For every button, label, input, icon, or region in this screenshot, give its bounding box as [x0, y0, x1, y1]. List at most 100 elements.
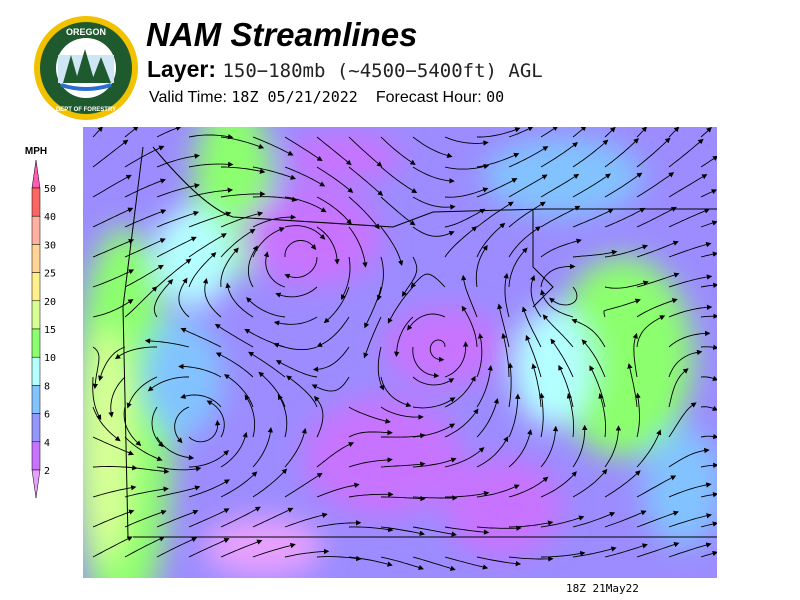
streamline [380, 556, 424, 570]
streamline [412, 136, 453, 158]
streamline [700, 220, 717, 228]
streamline [188, 161, 234, 168]
streamline [540, 127, 559, 138]
streamline [476, 556, 522, 567]
streamline [220, 136, 265, 149]
forecast-hour-value: 00 [486, 88, 505, 106]
svg-text:OREGON: OREGON [66, 27, 106, 37]
streamline [550, 338, 574, 378]
streamline [531, 363, 542, 408]
streamline [252, 166, 297, 180]
streamline [223, 374, 254, 408]
streamline [348, 226, 368, 268]
streamline [380, 196, 416, 226]
streamline [284, 256, 318, 279]
streamline [521, 306, 542, 348]
streamline [636, 429, 662, 468]
streamline [286, 375, 318, 408]
streamline [380, 226, 404, 267]
streamline [273, 316, 318, 326]
streamline [541, 550, 586, 558]
streamline [124, 209, 167, 228]
streamline [668, 368, 689, 408]
streamline [635, 392, 641, 438]
streamline [540, 238, 582, 258]
legend-label: 20 [44, 297, 56, 308]
legend-label: 6 [44, 410, 50, 421]
streamline [525, 334, 542, 378]
streamline [124, 486, 169, 498]
legend-label: 8 [44, 381, 50, 392]
streamline [206, 400, 225, 438]
streamline [572, 249, 618, 258]
streamline [476, 178, 518, 198]
streamline [700, 462, 717, 468]
streamline [632, 332, 638, 378]
streamline [92, 174, 132, 198]
streamline [412, 495, 458, 501]
streamline [444, 526, 490, 535]
streamline [444, 136, 489, 146]
legend-label: 50 [44, 184, 56, 195]
streamline [558, 364, 574, 408]
streamline [364, 286, 382, 329]
streamline [581, 339, 606, 378]
streamline [476, 397, 499, 438]
streamline [412, 196, 456, 210]
streamline [540, 173, 580, 198]
legend-swatch [31, 244, 41, 273]
streamline [252, 427, 274, 468]
streamline [363, 316, 382, 359]
streamline [263, 251, 286, 288]
streamline [188, 133, 234, 140]
streamline [444, 208, 486, 228]
streamline [323, 286, 350, 324]
streamline [92, 127, 104, 138]
streamline [508, 226, 541, 258]
streamline [316, 166, 354, 194]
streamline [530, 274, 542, 318]
streamline [604, 280, 649, 289]
streamline [114, 346, 157, 360]
streamline [316, 316, 350, 347]
streamline [92, 436, 134, 456]
streamline [668, 304, 713, 318]
streamline [92, 376, 102, 421]
streamlines [92, 127, 717, 571]
streamline-map [83, 127, 717, 578]
streamline [700, 282, 717, 288]
streamline [124, 536, 165, 558]
streamline [92, 207, 134, 228]
legend-label: 40 [44, 212, 56, 223]
streamline [220, 228, 256, 258]
layer-info: Layer: 150−180mb (~4500−5400ft) AGL [147, 56, 543, 83]
streamline [124, 127, 139, 138]
streamline [92, 238, 135, 258]
streamline [284, 512, 328, 528]
streamline [604, 207, 646, 228]
legend-label: 25 [44, 269, 56, 280]
streamline [98, 346, 126, 382]
streamline [380, 526, 426, 536]
streamline [444, 163, 490, 170]
streamline [220, 431, 248, 468]
streamline [429, 339, 446, 363]
streamline [124, 436, 163, 462]
streamline [444, 447, 485, 468]
streamline [178, 363, 222, 378]
streamline [412, 166, 455, 184]
streamline [412, 526, 457, 537]
streamline [311, 376, 350, 392]
streamline [406, 313, 446, 331]
streamline [636, 172, 675, 198]
streamline [252, 507, 294, 528]
streamline [668, 447, 710, 468]
streamline [348, 491, 394, 498]
streamline [247, 245, 258, 288]
streamline [124, 145, 165, 168]
streamline [700, 433, 717, 440]
streamline [348, 556, 393, 567]
streamline [273, 342, 318, 351]
streamline [156, 258, 192, 288]
legend-swatch [31, 328, 41, 358]
